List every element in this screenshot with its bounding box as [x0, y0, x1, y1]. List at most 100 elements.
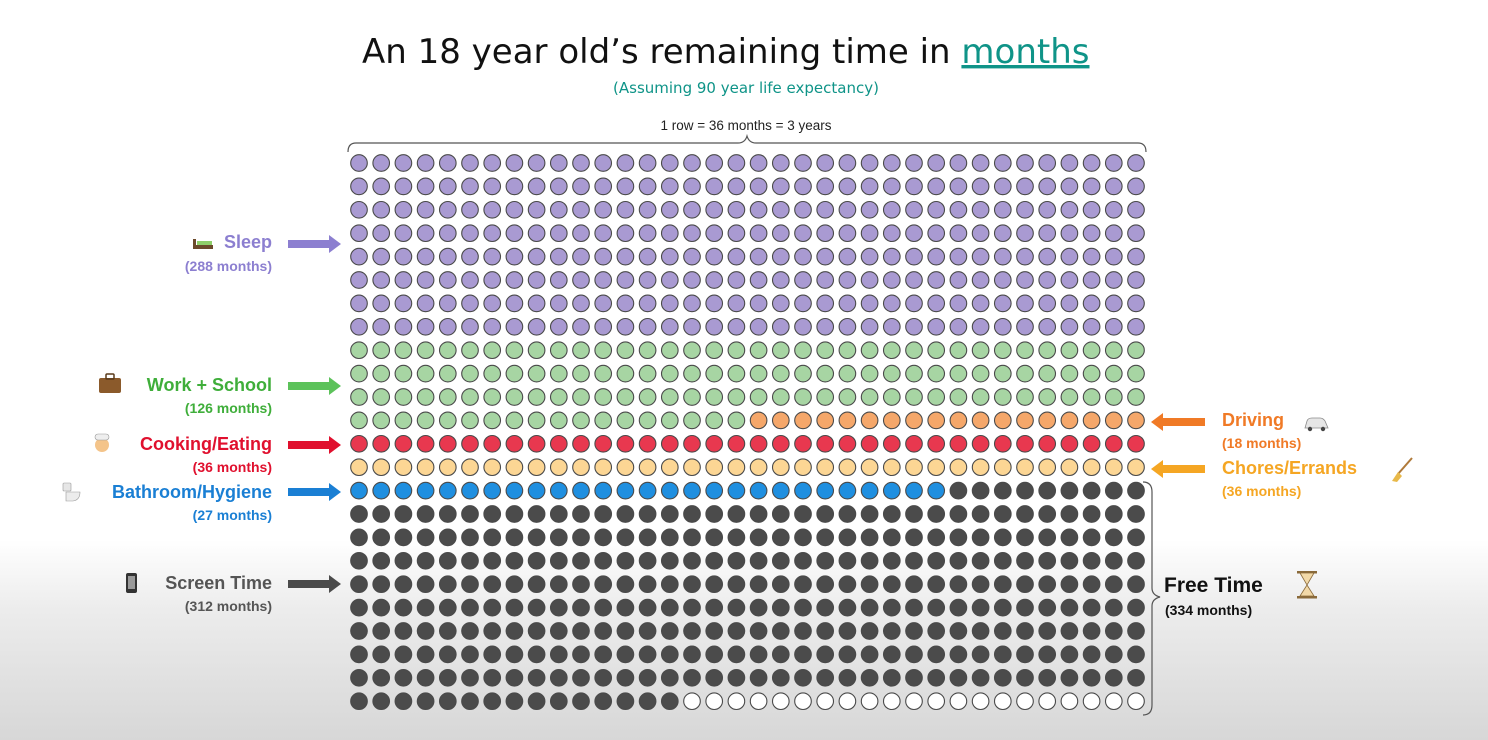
dot-chores: [905, 458, 923, 477]
dot-sleep: [927, 317, 946, 336]
dot-screen: [860, 645, 879, 664]
dot-screen: [1016, 598, 1034, 617]
dot-screen: [727, 668, 746, 687]
dot-screen: [1082, 575, 1101, 594]
dot-screen: [860, 528, 879, 547]
dot-sleep: [882, 317, 901, 336]
dot-sleep: [1060, 294, 1079, 313]
dot-screen: [483, 622, 502, 640]
dot-sleep: [638, 271, 657, 289]
dot-sleep: [993, 154, 1012, 172]
dot-chores: [438, 458, 457, 477]
dot-sleep: [572, 271, 590, 289]
dot-screen: [1016, 668, 1034, 687]
dot-sleep: [771, 154, 790, 172]
dot-sleep: [1038, 247, 1057, 266]
dot-screen: [616, 692, 635, 711]
dot-bathroom: [549, 481, 568, 500]
dot-chores: [749, 458, 768, 477]
dot-sleep: [1038, 224, 1057, 243]
dot-work: [683, 388, 701, 406]
dot-screen: [771, 505, 790, 523]
dot-chores: [794, 458, 812, 477]
dot-work: [1082, 388, 1101, 406]
dot-screen: [638, 598, 657, 617]
dot-screen: [749, 598, 768, 617]
dot-sleep: [727, 247, 746, 266]
dot-work: [1127, 341, 1145, 360]
chores-sub: (36 months): [1222, 483, 1301, 499]
dot-work: [882, 341, 901, 360]
dot-sleep: [838, 294, 857, 313]
dot-cooking: [505, 434, 524, 453]
dot-screen: [572, 645, 590, 664]
dot-screen: [794, 551, 812, 570]
free-time-label: Free Time: [1164, 574, 1263, 597]
dot-sleep: [394, 177, 413, 196]
dot-sleep: [594, 271, 613, 289]
dot-work: [860, 364, 879, 383]
dot-work: [394, 364, 413, 383]
dot-screen: [1060, 528, 1079, 547]
dot-screen: [949, 551, 968, 570]
dot-screen: [372, 551, 391, 570]
dot-cooking: [416, 434, 435, 453]
dot-sleep: [350, 154, 368, 172]
dot-sleep: [372, 154, 391, 172]
dot-sleep: [527, 154, 546, 172]
dot-work: [438, 341, 457, 360]
dot-work: [350, 364, 368, 383]
dot-chores: [372, 458, 391, 477]
dot-sleep: [660, 271, 679, 289]
dot-screen: [971, 622, 990, 640]
dot-screen: [660, 668, 679, 687]
dot-sleep: [838, 224, 857, 243]
dot-chores: [461, 458, 479, 477]
dot-work: [416, 341, 435, 360]
dot-chores: [882, 458, 901, 477]
dot-sleep: [1104, 317, 1123, 336]
dot-screen: [1060, 645, 1079, 664]
dot-free: [1127, 692, 1145, 711]
dot-bathroom: [749, 481, 768, 500]
title-months-link[interactable]: months: [961, 32, 1089, 72]
dot-screen: [594, 668, 613, 687]
dot-screen: [527, 551, 546, 570]
dot-screen: [505, 598, 524, 617]
dot-screen: [993, 598, 1012, 617]
dot-work: [971, 364, 990, 383]
dot-screen: [616, 551, 635, 570]
dot-sleep: [816, 317, 835, 336]
dot-sleep: [816, 224, 835, 243]
dot-work: [616, 411, 635, 430]
dot-sleep: [905, 317, 923, 336]
dot-screen: [1038, 622, 1057, 640]
dot-screen: [882, 598, 901, 617]
dot-work: [949, 341, 968, 360]
dot-work: [505, 388, 524, 406]
dot-sleep: [416, 247, 435, 266]
dot-work: [438, 364, 457, 383]
dot-sleep: [416, 154, 435, 172]
dot-sleep: [683, 247, 701, 266]
dot-free: [749, 692, 768, 711]
dot-screen: [1082, 668, 1101, 687]
dot-sleep: [683, 317, 701, 336]
dot-screen: [1104, 622, 1123, 640]
dot-sleep: [1060, 247, 1079, 266]
dot-driving: [927, 411, 946, 430]
dot-sleep: [350, 177, 368, 196]
label-free-time: Free Time (334 months): [1164, 571, 1317, 618]
dot-work: [483, 411, 502, 430]
dot-sleep: [905, 247, 923, 266]
dot-sleep: [638, 200, 657, 219]
dot-sleep: [372, 317, 391, 336]
dot-sleep: [638, 247, 657, 266]
dot-chores: [1038, 458, 1057, 477]
dot-screen: [1127, 575, 1145, 594]
dot-screen: [505, 622, 524, 640]
dot-cooking: [527, 434, 546, 453]
dot-work: [638, 388, 657, 406]
dot-sleep: [372, 271, 391, 289]
dot-screen: [949, 481, 968, 500]
